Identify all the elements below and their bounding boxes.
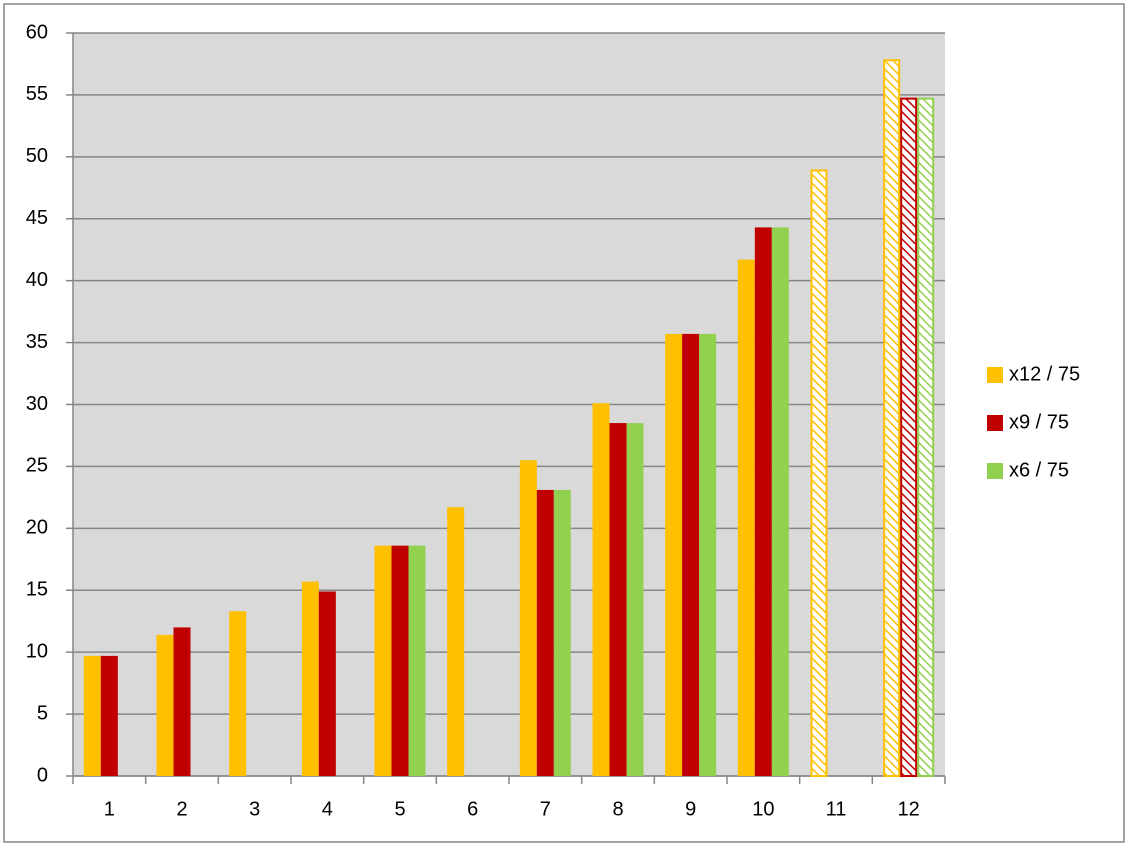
x-tick-label: 6 — [467, 798, 478, 820]
y-tick-label: 30 — [26, 393, 48, 415]
bar — [408, 545, 426, 776]
y-tick-label: 55 — [26, 83, 48, 105]
x-tick-label: 7 — [540, 798, 551, 820]
x-tick-label: 8 — [612, 798, 623, 820]
bar — [626, 423, 644, 776]
y-tick-label: 35 — [26, 331, 48, 353]
bar — [754, 227, 772, 776]
bar — [391, 545, 409, 776]
bar — [301, 581, 319, 776]
bar — [737, 259, 755, 776]
bar — [771, 227, 789, 776]
legend-swatch — [987, 463, 1003, 479]
bar — [553, 489, 571, 776]
x-tick-label: 4 — [322, 798, 333, 820]
x-tick-label: 1 — [104, 798, 115, 820]
bar — [318, 591, 336, 776]
bar — [682, 333, 700, 776]
x-tick-label: 5 — [394, 798, 405, 820]
x-tick-label: 2 — [176, 798, 187, 820]
y-tick-label: 25 — [26, 455, 48, 477]
bar — [900, 97, 918, 778]
legend-swatch — [987, 367, 1003, 383]
x-tick-label: 10 — [752, 798, 774, 820]
bar — [609, 423, 627, 776]
y-tick-label: 50 — [26, 145, 48, 167]
bar — [374, 545, 392, 776]
x-tick-label: 3 — [249, 798, 260, 820]
bar — [83, 655, 101, 776]
y-tick-label: 10 — [26, 640, 48, 662]
bar — [917, 97, 935, 778]
x-tick-label: 9 — [685, 798, 696, 820]
bar — [810, 169, 828, 777]
bar — [883, 59, 901, 777]
legend-label: x12 / 75 — [1009, 363, 1080, 385]
x-tick-label: 11 — [826, 798, 847, 820]
bar — [100, 655, 118, 776]
bar — [519, 460, 537, 776]
y-tick-label: 0 — [37, 764, 48, 786]
y-tick-label: 5 — [37, 702, 48, 724]
legend-label: x6 / 75 — [1009, 459, 1069, 481]
bar — [592, 403, 610, 776]
bar — [447, 507, 465, 776]
y-tick-label: 45 — [26, 207, 48, 229]
bar — [699, 333, 717, 776]
bar — [536, 489, 554, 776]
bar — [156, 634, 174, 776]
y-tick-label: 15 — [26, 579, 48, 601]
legend-swatch — [987, 415, 1003, 431]
bar — [229, 611, 247, 776]
bar — [173, 627, 191, 776]
legend-label: x9 / 75 — [1009, 411, 1069, 433]
y-tick-label: 20 — [26, 517, 48, 539]
y-tick-label: 40 — [26, 269, 48, 291]
bar — [665, 333, 683, 776]
x-tick-label: 12 — [898, 798, 920, 820]
y-tick-label: 60 — [26, 21, 48, 43]
